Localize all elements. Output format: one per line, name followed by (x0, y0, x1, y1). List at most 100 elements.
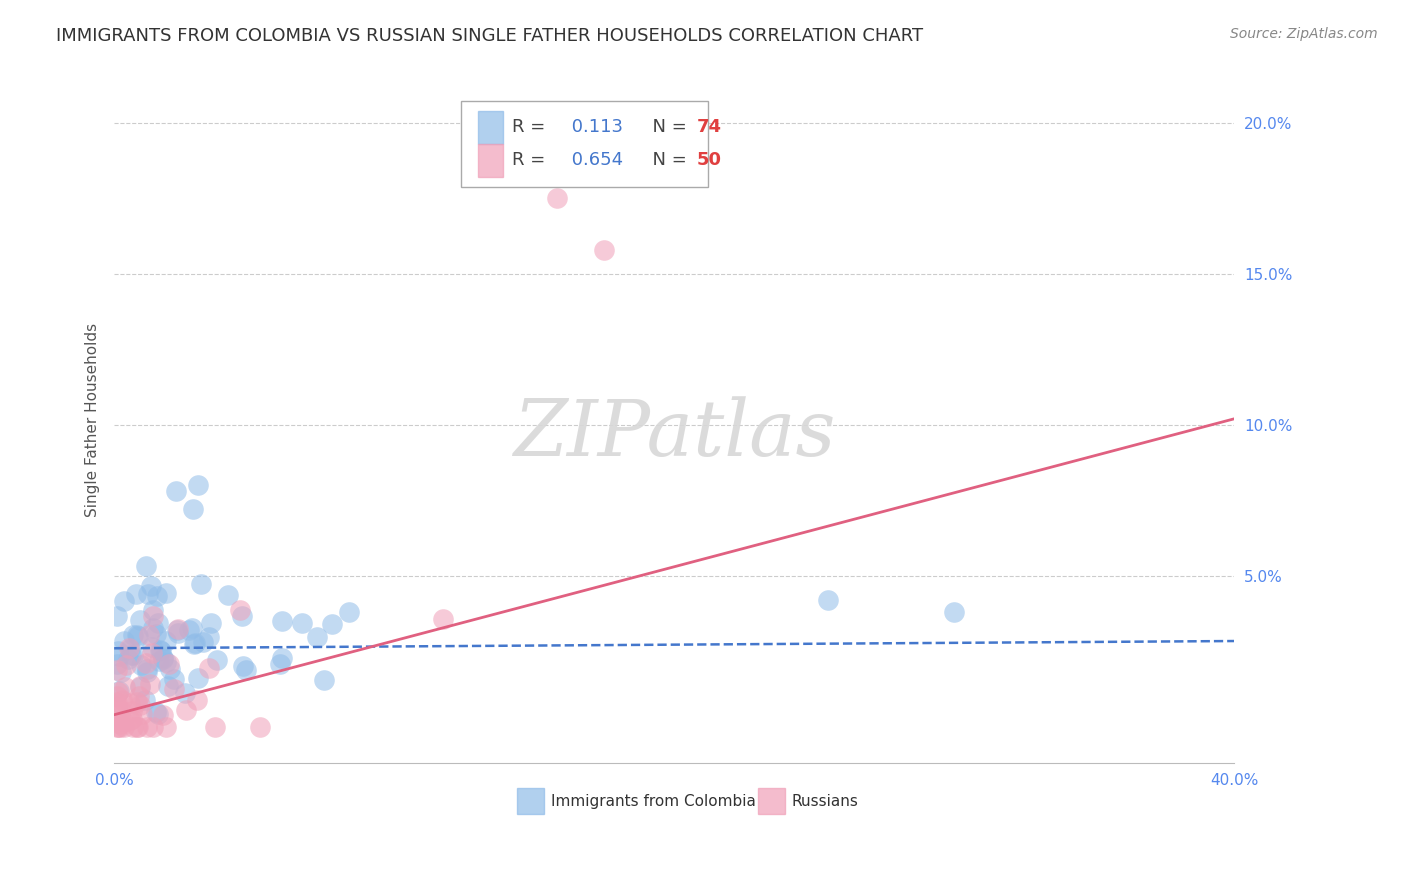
Y-axis label: Single Father Households: Single Father Households (86, 323, 100, 517)
Point (121, 720, 143, 734)
Point (271, 614, 294, 628)
Text: N =: N = (641, 152, 692, 169)
Point (190, 577, 212, 591)
Point (107, 720, 129, 734)
Point (943, 605, 966, 619)
Point (181, 502, 204, 516)
Point (125, 587, 148, 601)
Point (112, 714, 135, 729)
Point (314, 673, 336, 688)
Point (129, 679, 152, 693)
Point (183, 636, 205, 650)
Point (108, 648, 131, 663)
Point (131, 707, 153, 722)
Point (108, 684, 131, 698)
Point (105, 608, 128, 623)
Point (112, 633, 135, 648)
Text: 74: 74 (697, 119, 721, 136)
Point (112, 594, 135, 608)
Point (141, 640, 163, 655)
Text: Immigrants from Colombia: Immigrants from Colombia (551, 794, 756, 809)
Point (148, 616, 170, 631)
Point (108, 720, 131, 734)
Text: Source: ZipAtlas.com: Source: ZipAtlas.com (1230, 27, 1378, 41)
Point (155, 585, 177, 599)
Point (163, 672, 186, 686)
Point (232, 659, 254, 673)
Point (337, 605, 360, 619)
Point (141, 579, 163, 593)
Point (125, 627, 148, 641)
Text: IMMIGRANTS FROM COLOMBIA VS RUSSIAN SINGLE FATHER HOUSEHOLDS CORRELATION CHART: IMMIGRANTS FROM COLOMBIA VS RUSSIAN SING… (56, 27, 924, 45)
Point (105, 689, 128, 703)
Text: R =: R = (512, 152, 551, 169)
Point (121, 712, 143, 726)
Point (145, 627, 167, 641)
Point (105, 663, 128, 677)
Point (174, 703, 197, 717)
Point (200, 616, 222, 631)
Text: 0.113: 0.113 (565, 119, 623, 136)
Point (118, 641, 141, 656)
Point (135, 665, 157, 680)
Text: N =: N = (641, 119, 692, 136)
Point (149, 643, 172, 657)
Point (128, 689, 150, 703)
Point (204, 720, 226, 734)
Point (136, 586, 159, 600)
Text: Russians: Russians (792, 794, 859, 809)
Point (152, 652, 174, 666)
Point (105, 695, 128, 709)
Point (546, 191, 568, 205)
Point (593, 243, 616, 257)
Point (111, 693, 134, 707)
Point (125, 720, 148, 734)
FancyBboxPatch shape (478, 111, 503, 144)
Point (105, 698, 128, 713)
Point (129, 680, 152, 694)
Point (152, 651, 174, 665)
Point (187, 672, 209, 686)
Point (114, 680, 136, 694)
Point (105, 720, 128, 734)
Point (121, 648, 143, 663)
Point (191, 635, 214, 649)
Point (179, 623, 201, 637)
Point (142, 720, 165, 734)
Point (121, 704, 143, 718)
Point (155, 634, 177, 648)
Point (107, 684, 129, 698)
Point (165, 484, 187, 499)
Point (166, 623, 188, 637)
Point (105, 701, 128, 715)
Point (307, 630, 329, 644)
Point (127, 629, 149, 643)
Point (187, 478, 209, 492)
Point (135, 720, 157, 734)
Point (117, 651, 139, 665)
Point (129, 698, 152, 712)
Point (115, 657, 138, 672)
Point (146, 707, 169, 722)
Point (142, 620, 165, 634)
Point (167, 625, 190, 640)
Point (129, 613, 152, 627)
Point (271, 651, 294, 665)
Point (173, 685, 195, 699)
Point (235, 663, 257, 677)
Point (139, 677, 162, 691)
Point (135, 559, 157, 574)
FancyBboxPatch shape (517, 789, 544, 814)
Point (183, 637, 205, 651)
Point (163, 681, 186, 696)
Point (108, 717, 131, 731)
Point (120, 648, 142, 662)
Point (152, 707, 174, 722)
Point (321, 616, 343, 631)
Point (198, 661, 221, 675)
Point (142, 603, 165, 617)
Point (186, 692, 208, 706)
Point (198, 630, 221, 644)
Point (145, 706, 167, 720)
Point (112, 720, 135, 734)
